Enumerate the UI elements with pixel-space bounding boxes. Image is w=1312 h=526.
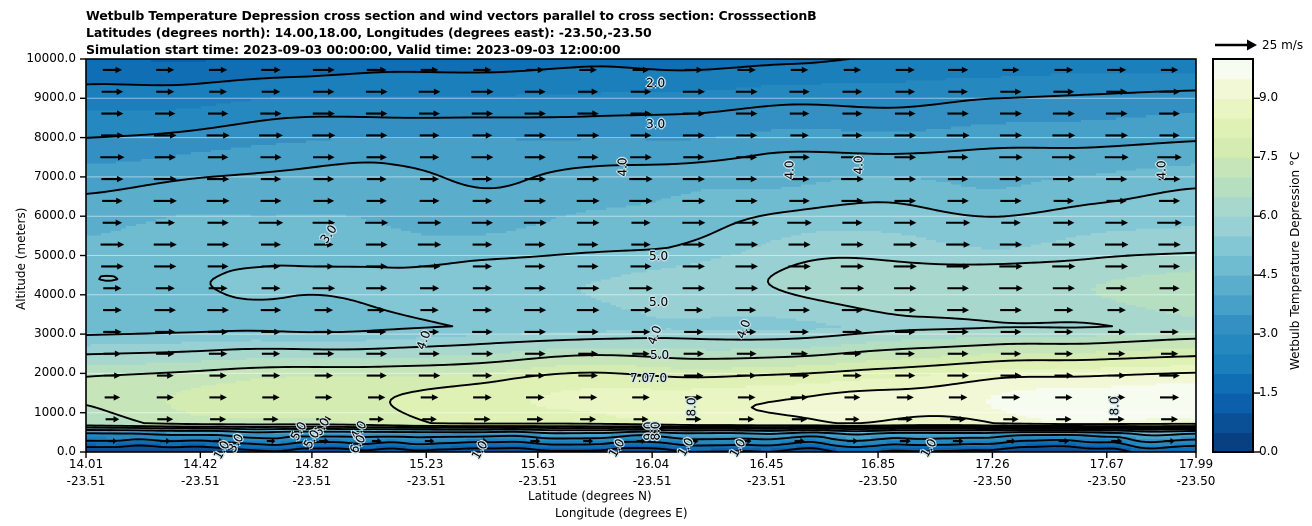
x-axis-label-latitude: Latitude (degrees N) [528,489,652,503]
contour-label: 3.0 [646,117,666,131]
y-tick-label: 5000.0 [34,247,76,262]
x-tick-label-longitude: -23.51 [292,474,332,488]
x-tick-label-longitude: -23.51 [406,474,446,488]
contour-label: 7.0 [630,371,650,385]
contour-label: 5.0 [649,295,669,309]
contour-label: 8.0 [1107,396,1122,416]
x-tick-label-latitude: 14.42 [183,457,218,471]
quiver-key-label: 25 m/s [1262,38,1304,52]
x-tick-label-latitude: 15.23 [409,457,444,471]
y-tick-label: 1000.0 [34,404,76,419]
y-tick-label: 9000.0 [34,90,76,105]
x-tick-label-latitude: 17.67 [1089,457,1124,471]
chart-title-line1: Wetbulb Temperature Depression cross sec… [86,8,817,23]
colorbar-tick-label: 6.0 [1259,208,1279,223]
x-tick-label-longitude: -23.50 [858,474,898,488]
y-tick-label: 3000.0 [34,326,76,341]
x-tick-label-latitude: 17.26 [975,457,1010,471]
x-tick-label-longitude: -23.50 [1176,474,1216,488]
x-tick-label-longitude: -23.50 [1087,474,1127,488]
x-tick-label-longitude: -23.51 [66,474,106,488]
x-tick-label-latitude: 14.82 [294,457,330,471]
x-axis-label-longitude: Longitude (degrees E) [555,506,688,520]
contour-label: 7.0 [648,371,668,385]
contour-label: 4.0 [782,160,797,180]
y-tick-label: 7000.0 [34,168,76,183]
x-tick-label-latitude: 16.45 [749,457,784,471]
y-tick-label: 0.0 [56,444,76,458]
y-tick-label: 4000.0 [34,286,76,301]
x-tick-label-latitude: 17.99 [1178,457,1214,471]
colorbar-tick-label: 4.5 [1259,267,1279,282]
x-tick-label-latitude: 16.04 [634,457,670,471]
x-tick-label-longitude: -23.50 [973,474,1012,488]
contour-label: 2.0 [646,76,666,90]
contour-label: 8.0 [648,421,663,441]
colorbar-label: Wetbulb Temperature Depression °C [1288,151,1302,370]
x-tick-label-latitude: 16.85 [860,457,896,471]
contour-label: 4.0 [615,157,630,177]
x-tick-label-longitude: -23.51 [518,474,558,488]
chart-title-line2: Latitudes (degrees north): 14.00,18.00, … [86,25,652,40]
colorbar-tick-label: 3.0 [1259,326,1279,341]
contour-label: 4.0 [1154,160,1169,180]
colorbar-tick-label: 1.5 [1259,385,1279,400]
y-tick-label: 10000.0 [26,51,76,65]
cross-section-plot [80,58,1197,458]
colorbar-tick-label: 0.0 [1259,444,1279,458]
colorbar [1212,58,1260,453]
contour-label: 4.0 [851,155,866,175]
y-tick-label: 2000.0 [34,365,76,380]
x-tick-label-longitude: -23.51 [181,474,220,488]
colorbar-tick-label: 7.5 [1259,149,1279,164]
contour-label: 8.0 [684,397,699,417]
x-tick-label-longitude: -23.51 [632,474,672,488]
y-tick-label: 6000.0 [34,208,76,223]
x-tick-label-longitude: -23.51 [747,474,786,488]
contour-label: 5.0 [650,348,670,362]
quiver-key-arrow-icon [1215,39,1257,51]
contour-label: 5.0 [649,249,669,263]
y-tick-label: 8000.0 [34,129,76,144]
chart-title-line3: Simulation start time: 2023-09-03 00:00:… [86,42,621,57]
colorbar-tick-label: 9.0 [1259,90,1279,105]
x-tick-label-latitude: 15.63 [520,457,555,471]
x-tick-label-latitude: 14.01 [68,457,104,471]
